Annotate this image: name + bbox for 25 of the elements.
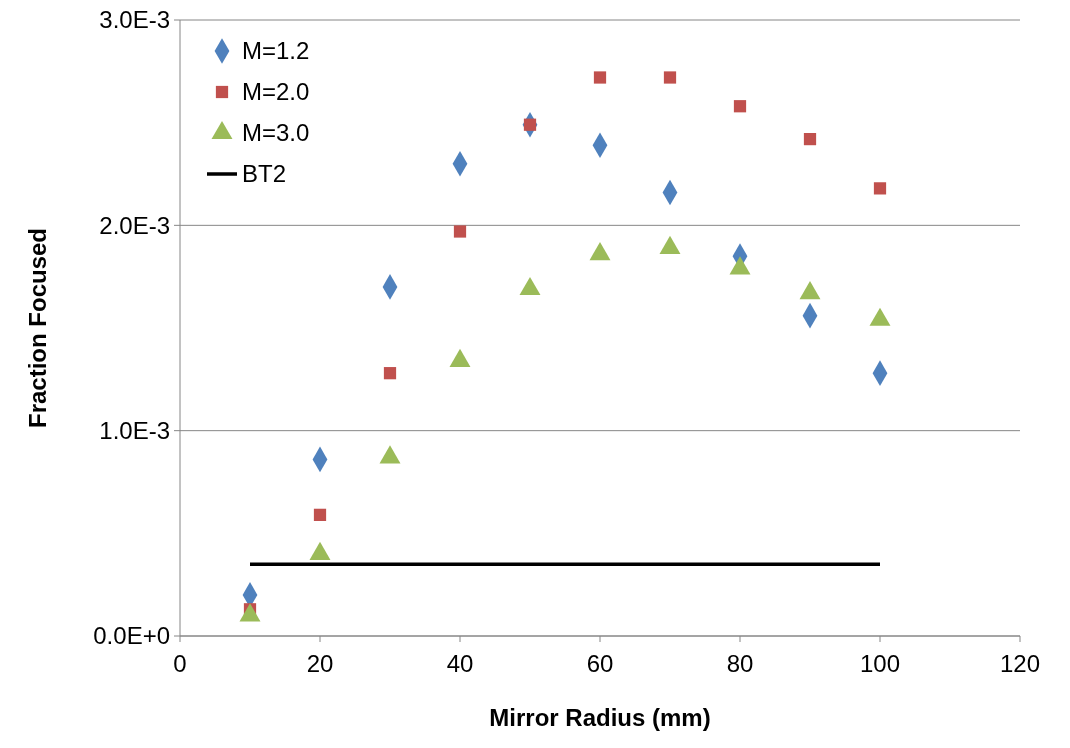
legend-label: BT2 bbox=[242, 160, 287, 188]
legend-label: M=1.2 bbox=[242, 37, 310, 65]
legend-label: M=2.0 bbox=[242, 78, 310, 106]
x-tick-label: 40 bbox=[446, 650, 474, 677]
legend-label: M=3.0 bbox=[242, 119, 310, 147]
y-axis-title: Fraction Focused bbox=[24, 227, 51, 429]
x-tick-label: 100 bbox=[859, 650, 901, 677]
point bbox=[663, 71, 677, 84]
point bbox=[593, 71, 607, 84]
point bbox=[873, 182, 887, 195]
point bbox=[313, 508, 327, 521]
point bbox=[383, 367, 397, 380]
y-tick-label: 3.0E-3 bbox=[99, 6, 170, 34]
x-axis-title: Mirror Radius (mm) bbox=[489, 704, 711, 731]
x-tick-label: 60 bbox=[586, 650, 614, 677]
x-tick-label: 0 bbox=[173, 650, 187, 677]
point bbox=[733, 100, 747, 113]
point bbox=[453, 225, 467, 238]
x-tick-label: 120 bbox=[999, 650, 1041, 677]
y-tick-label: 1.0E-3 bbox=[99, 417, 170, 445]
x-tick-label: 20 bbox=[306, 650, 334, 677]
x-tick-label: 80 bbox=[726, 650, 754, 677]
point bbox=[803, 132, 817, 146]
y-tick-label: 2.0E-3 bbox=[99, 211, 170, 239]
y-tick-label: 0.0E+0 bbox=[93, 622, 170, 650]
